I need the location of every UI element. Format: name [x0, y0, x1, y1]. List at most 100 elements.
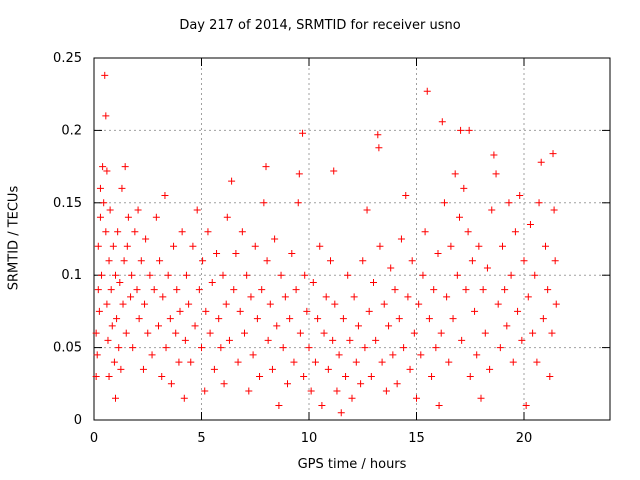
data-point	[423, 87, 431, 95]
data-point	[108, 322, 116, 330]
data-point	[247, 293, 255, 301]
data-point	[397, 235, 405, 243]
data-point	[264, 336, 272, 344]
data-point	[122, 329, 130, 337]
data-point	[105, 257, 113, 265]
data-point	[202, 307, 210, 315]
data-point	[249, 351, 257, 359]
data-points	[92, 71, 560, 417]
data-point	[520, 257, 528, 265]
data-point	[303, 307, 311, 315]
data-point	[116, 278, 124, 286]
data-point	[281, 293, 289, 301]
data-point	[421, 228, 429, 236]
data-point	[128, 271, 136, 279]
data-point	[152, 213, 160, 221]
data-point	[123, 242, 131, 250]
data-point	[539, 315, 547, 323]
data-point	[156, 257, 164, 265]
data-point	[180, 394, 188, 402]
data-point	[220, 380, 228, 388]
data-point	[288, 249, 296, 257]
data-point	[447, 242, 455, 250]
data-point	[435, 402, 443, 410]
y-tick-label: 0	[74, 413, 82, 428]
axis-ticks: 0 0.05 0.1 0.15 0.2 0.25 0 5 10 15 20	[53, 51, 610, 446]
data-point	[296, 329, 304, 337]
data-point	[92, 329, 100, 337]
data-point	[191, 322, 199, 330]
x-tick-label: 5	[197, 431, 205, 446]
data-point	[277, 271, 285, 279]
data-point	[170, 242, 178, 250]
data-point	[225, 336, 233, 344]
data-point	[114, 228, 122, 236]
data-point	[110, 358, 118, 366]
data-point	[382, 387, 390, 395]
data-point	[496, 344, 504, 352]
data-point	[434, 249, 442, 257]
data-point	[456, 213, 463, 221]
data-point	[406, 365, 414, 373]
data-point	[101, 71, 109, 79]
data-point	[531, 271, 539, 279]
data-point	[115, 344, 123, 352]
data-point	[464, 228, 472, 236]
data-point	[172, 329, 180, 337]
data-point	[473, 351, 481, 359]
data-point	[549, 150, 557, 158]
data-point	[537, 158, 545, 166]
data-point	[182, 271, 190, 279]
data-point	[475, 242, 483, 250]
data-point	[550, 206, 558, 214]
data-point	[236, 307, 244, 315]
data-point	[176, 307, 184, 315]
data-point	[178, 228, 186, 236]
grid-lines	[94, 58, 610, 420]
data-point	[492, 170, 500, 178]
data-point	[210, 365, 218, 373]
data-point	[488, 206, 496, 214]
data-point	[385, 322, 393, 330]
data-point	[94, 242, 102, 250]
data-point	[104, 336, 112, 344]
data-point	[215, 315, 223, 323]
data-point	[552, 300, 560, 308]
data-point	[119, 300, 127, 308]
data-point	[322, 293, 330, 301]
data-point	[275, 402, 283, 410]
y-tick-label: 0.1	[61, 268, 82, 283]
data-point	[208, 278, 216, 286]
data-point	[391, 286, 399, 294]
data-point	[187, 358, 195, 366]
data-point	[175, 358, 183, 366]
x-tick-label: 15	[408, 431, 425, 446]
data-point	[471, 307, 479, 315]
data-point	[173, 286, 181, 294]
data-point	[234, 358, 242, 366]
data-point	[95, 307, 103, 315]
data-point	[533, 358, 541, 366]
data-point	[199, 257, 207, 265]
data-point	[438, 118, 446, 126]
data-point	[307, 387, 315, 395]
data-point	[526, 221, 534, 229]
data-point	[105, 373, 113, 381]
data-point	[301, 271, 309, 279]
data-point	[117, 365, 125, 373]
data-point	[428, 373, 436, 381]
data-point	[415, 300, 423, 308]
data-point	[268, 365, 276, 373]
data-point	[112, 271, 119, 279]
x-tick-label: 0	[90, 431, 98, 446]
data-point	[131, 228, 139, 236]
data-point	[198, 344, 205, 352]
data-point	[378, 358, 386, 366]
data-point	[195, 286, 203, 294]
data-point	[331, 300, 339, 308]
data-point	[511, 228, 519, 236]
data-point	[141, 300, 149, 308]
data-point	[320, 329, 328, 337]
data-point	[462, 286, 470, 294]
